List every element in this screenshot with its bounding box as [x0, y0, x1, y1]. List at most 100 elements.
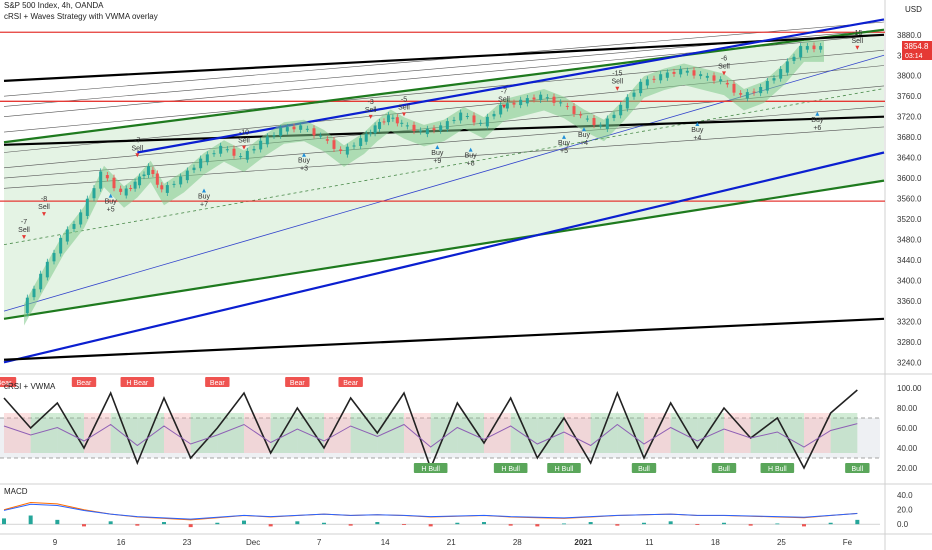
candle-body[interactable]	[85, 198, 89, 216]
macd-histogram-bar[interactable]	[455, 522, 460, 525]
candle-body[interactable]	[252, 148, 256, 151]
candle-body[interactable]	[72, 223, 76, 229]
macd-histogram-bar[interactable]	[55, 519, 60, 525]
candle-body[interactable]	[79, 212, 83, 225]
candle-body[interactable]	[133, 181, 137, 189]
candle-body[interactable]	[212, 153, 216, 155]
candle-body[interactable]	[232, 148, 236, 156]
candle-body[interactable]	[364, 133, 368, 142]
candle-body[interactable]	[539, 94, 543, 100]
macd-histogram-bar[interactable]	[82, 524, 86, 527]
macd-histogram-bar[interactable]	[2, 518, 6, 525]
macd-histogram-bar[interactable]	[722, 522, 726, 525]
candle-body[interactable]	[378, 121, 382, 129]
candle-body[interactable]	[395, 117, 399, 124]
candle-body[interactable]	[155, 173, 159, 185]
candle-body[interactable]	[142, 174, 146, 177]
candle-body[interactable]	[532, 97, 536, 100]
candle-body[interactable]	[59, 237, 63, 254]
candle-body[interactable]	[405, 125, 409, 127]
macd-histogram-bar[interactable]	[28, 515, 33, 525]
candle-body[interactable]	[391, 117, 395, 119]
signal-label[interactable]: Buy+9	[431, 145, 444, 165]
signal-label[interactable]: Buy+6	[811, 111, 824, 132]
macd-histogram-bar[interactable]	[482, 522, 486, 525]
candle-body[interactable]	[459, 112, 463, 121]
macd-histogram-bar[interactable]	[108, 521, 113, 525]
signal-label[interactable]: Buy+4	[578, 127, 591, 147]
candle-body[interactable]	[752, 91, 756, 93]
candle-body[interactable]	[705, 75, 709, 78]
candle-body[interactable]	[512, 102, 516, 105]
candle-body[interactable]	[585, 118, 589, 120]
candle-body[interactable]	[492, 113, 496, 117]
candle-body[interactable]	[725, 82, 729, 85]
candle-body[interactable]	[332, 140, 336, 149]
candle-body[interactable]	[639, 81, 643, 94]
candle-body[interactable]	[299, 125, 303, 130]
signal-label[interactable]: Buy+3	[298, 152, 311, 173]
candle-body[interactable]	[373, 125, 377, 134]
macd-histogram-bar[interactable]	[802, 524, 806, 527]
macd-histogram-bar[interactable]	[775, 523, 780, 525]
macd-pane[interactable]	[0, 501, 880, 528]
signal-label[interactable]: Buy+5	[105, 193, 118, 214]
macd-histogram-bar[interactable]	[615, 524, 620, 526]
candle-body[interactable]	[465, 115, 469, 117]
candle-body[interactable]	[352, 145, 356, 147]
candle-body[interactable]	[565, 105, 569, 107]
macd-histogram-bar[interactable]	[535, 524, 540, 527]
macd-histogram-bar[interactable]	[375, 522, 380, 525]
candle-body[interactable]	[599, 125, 603, 127]
candle-body[interactable]	[625, 97, 629, 109]
candle-body[interactable]	[525, 98, 529, 104]
candle-body[interactable]	[685, 70, 689, 73]
candle-body[interactable]	[765, 81, 769, 91]
signal-label[interactable]: Buy+5	[558, 134, 571, 155]
macd-histogram-bar[interactable]	[748, 524, 753, 526]
macd-histogram-bar[interactable]	[562, 523, 566, 525]
signal-label[interactable]: Buy+8	[465, 147, 478, 168]
macd-histogram-bar[interactable]	[135, 524, 140, 526]
candle-body[interactable]	[452, 119, 456, 121]
candle-body[interactable]	[805, 46, 809, 50]
candle-body[interactable]	[605, 118, 609, 129]
candle-body[interactable]	[359, 138, 363, 147]
candle-body[interactable]	[245, 150, 249, 160]
candle-body[interactable]	[772, 78, 776, 81]
macd-histogram-bar[interactable]	[855, 519, 860, 525]
macd-histogram-bar[interactable]	[242, 520, 246, 525]
macd-histogram-bar[interactable]	[322, 522, 326, 525]
candle-body[interactable]	[138, 176, 142, 186]
candle-body[interactable]	[779, 69, 783, 79]
candle-body[interactable]	[225, 149, 229, 151]
candle-body[interactable]	[192, 167, 196, 171]
candle-body[interactable]	[665, 72, 669, 78]
candle-body[interactable]	[32, 288, 36, 298]
candle-body[interactable]	[799, 46, 803, 58]
candle-body[interactable]	[205, 154, 209, 163]
signal-label[interactable]: Buy+7	[198, 188, 211, 209]
candle-body[interactable]	[612, 114, 616, 119]
candle-body[interactable]	[559, 102, 563, 104]
candle-body[interactable]	[105, 175, 109, 179]
candle-body[interactable]	[292, 126, 296, 130]
candle-body[interactable]	[812, 45, 816, 50]
candle-body[interactable]	[712, 75, 716, 81]
candle-body[interactable]	[92, 188, 96, 199]
candle-body[interactable]	[645, 79, 649, 86]
macd-histogram-bar[interactable]	[268, 524, 273, 527]
candle-body[interactable]	[505, 103, 509, 109]
candle-body[interactable]	[412, 124, 416, 132]
candle-body[interactable]	[172, 183, 176, 185]
candle-body[interactable]	[272, 135, 276, 137]
candle-body[interactable]	[165, 185, 169, 193]
candle-body[interactable]	[472, 115, 476, 123]
candle-body[interactable]	[419, 130, 423, 132]
